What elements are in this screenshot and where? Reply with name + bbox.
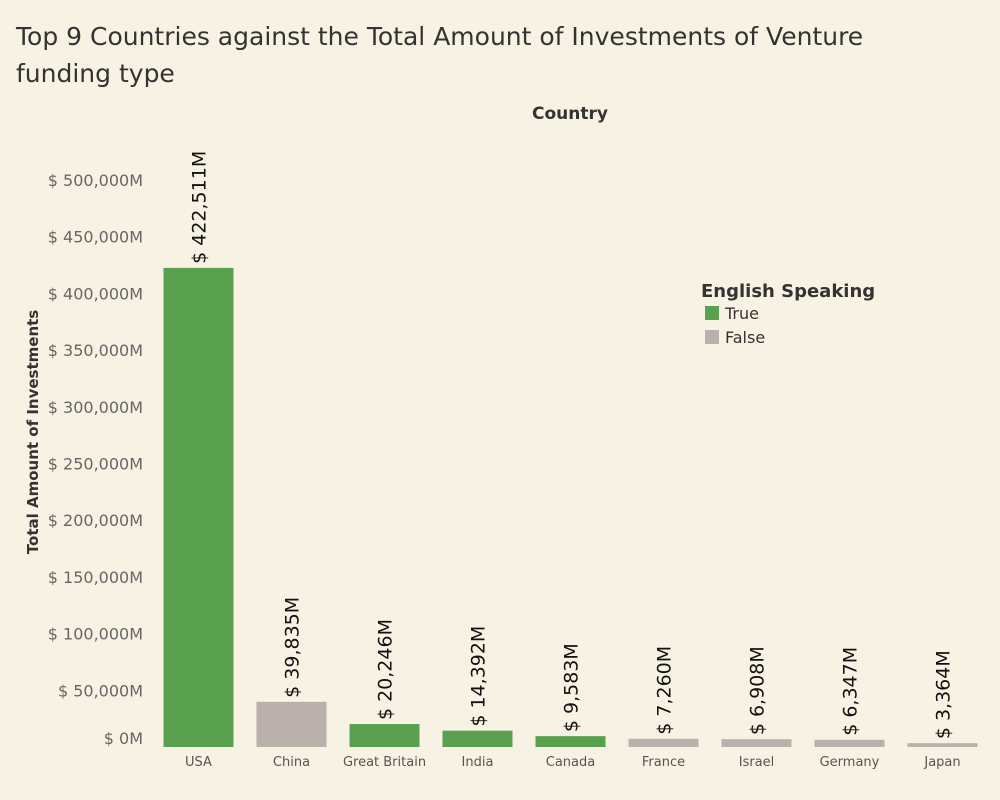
bar-japan [907, 743, 978, 747]
y-axis-ticks: $ 0M $ 50,000M $ 100,000M $ 150,000M $ 200,0… [48, 171, 143, 748]
legend-swatch-true [705, 306, 719, 320]
y-tick-label: $ 250,000M [48, 455, 143, 474]
y-axis-title: Total Amount of Investments [24, 310, 42, 555]
y-tick-label: $ 0M [104, 729, 143, 748]
bar-great-britain [349, 724, 420, 747]
bar-value-label: $ 6,908M [747, 646, 769, 735]
y-tick-label: $ 200,000M [48, 511, 143, 530]
bar-value-label: $ 422,511M [189, 151, 211, 264]
y-tick-label: $ 450,000M [48, 228, 143, 247]
bar-israel [721, 739, 792, 747]
legend: English Speaking True False [701, 281, 875, 347]
x-tick-label: France [642, 755, 685, 770]
y-tick-label: $ 350,000M [48, 341, 143, 360]
bar-value-label: $ 9,583M [561, 643, 583, 732]
x-tick-label: India [462, 755, 494, 770]
y-tick-label: $ 400,000M [48, 284, 143, 303]
bar-value-labels: $ 422,511M $ 39,835M $ 20,246M $ 14,392M $ 9… [189, 151, 955, 739]
x-tick-label: Germany [820, 755, 880, 770]
x-tick-label: Great Britain [343, 755, 426, 770]
x-tick-label: Japan [923, 755, 960, 770]
y-tick-label: $ 50,000M [58, 681, 143, 700]
bar-germany [814, 739, 885, 747]
y-tick-label: $ 150,000M [48, 568, 143, 587]
bar-value-label: $ 7,260M [654, 646, 676, 735]
bars-group [163, 267, 978, 747]
y-tick-label: $ 500,000M [48, 171, 143, 190]
legend-swatch-false [705, 330, 719, 344]
x-tick-label: Canada [546, 755, 595, 770]
bar-value-label: $ 6,347M [840, 647, 862, 736]
bar-china [256, 701, 327, 747]
legend-label-false: False [725, 328, 765, 347]
x-tick-label: Israel [739, 755, 775, 770]
legend-label-true: True [724, 304, 759, 323]
column-header: Country [532, 104, 608, 124]
x-tick-label: USA [185, 755, 212, 770]
bar-canada [535, 736, 606, 747]
bar-value-label: $ 39,835M [282, 597, 304, 698]
legend-title: English Speaking [701, 281, 875, 302]
y-tick-label: $ 300,000M [48, 398, 143, 417]
x-tick-label: China [273, 755, 310, 770]
bar-value-label: $ 20,246M [375, 619, 397, 720]
y-tick-label: $ 100,000M [48, 625, 143, 644]
x-axis-ticks: USA China Great Britain India Canada France Is… [185, 755, 961, 770]
bar-value-label: $ 3,364M [933, 650, 955, 739]
bar-usa [163, 267, 234, 747]
bar-france [628, 738, 699, 747]
bar-value-label: $ 14,392M [468, 626, 490, 727]
bar-india [442, 730, 513, 747]
chart-title: Top 9 Countries against the Total Amount… [16, 22, 864, 88]
